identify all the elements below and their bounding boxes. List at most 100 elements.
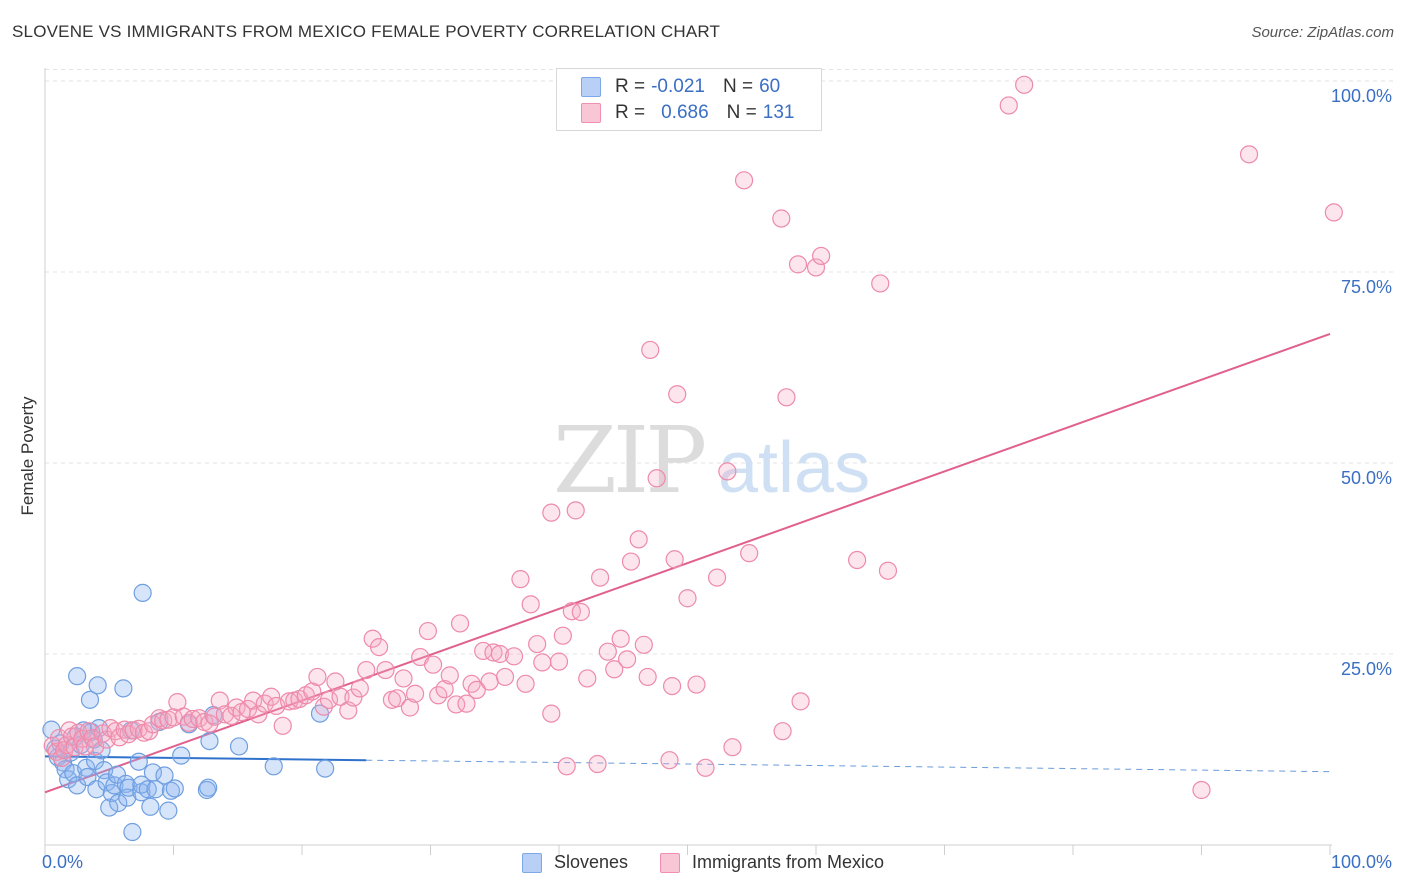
legend-swatch-slovenes — [581, 77, 601, 97]
data-point-mexico — [376, 660, 395, 680]
data-point-mexico — [542, 503, 561, 522]
data-point-mexico — [740, 544, 759, 563]
data-point-mexico — [387, 689, 407, 708]
mexico-points — [43, 75, 1343, 800]
data-point-mexico — [1192, 780, 1211, 800]
data-point-mexico — [484, 643, 503, 662]
data-point-mexico — [557, 757, 576, 776]
data-point-mexico — [668, 385, 687, 404]
data-point-slovenes — [114, 679, 133, 698]
x-tick-label-max: 100.0% — [1330, 852, 1392, 872]
data-point-slovenes — [100, 798, 119, 817]
data-point-slovenes — [80, 690, 100, 709]
data-point-mexico — [665, 550, 684, 569]
data-point-mexico — [1015, 75, 1034, 94]
data-point-mexico — [641, 340, 660, 360]
legend-swatch-mexico — [581, 103, 601, 123]
data-point-mexico — [255, 694, 274, 713]
y-tick-label-50: 50.0% — [1340, 468, 1392, 488]
data-point-slovenes — [264, 757, 283, 776]
data-point-mexico — [450, 614, 470, 633]
data-point-mexico — [647, 469, 666, 488]
data-point-mexico — [591, 568, 610, 587]
series-legend: Slovenes Immigrants from Mexico — [0, 852, 1406, 873]
data-point-mexico — [154, 711, 173, 730]
data-point-mexico — [871, 274, 890, 293]
data-point-slovenes — [129, 752, 148, 771]
data-point-mexico — [553, 626, 572, 645]
data-point-mexico — [678, 589, 697, 608]
data-point-mexico — [598, 642, 617, 661]
data-point-mexico — [634, 635, 653, 654]
data-point-mexico — [687, 675, 706, 694]
legend-swatch-slovenes — [521, 852, 542, 873]
data-point-mexico — [1324, 203, 1343, 222]
y-tick-label-25: 25.0% — [1340, 659, 1392, 679]
data-point-slovenes — [200, 731, 219, 751]
data-point-mexico — [447, 695, 466, 714]
data-point-mexico — [566, 501, 585, 520]
data-point-mexico — [578, 669, 597, 688]
legend-r-label: R = — [615, 76, 646, 97]
data-point-mexico — [319, 690, 339, 709]
y-tick-label-75: 75.0% — [1340, 277, 1392, 297]
data-point-slovenes — [199, 778, 218, 797]
data-point-mexico — [662, 676, 682, 696]
legend-row-slovenes: R = -0.021 N = 60 — [581, 74, 780, 100]
data-point-mexico — [660, 751, 679, 770]
data-point-mexico — [812, 246, 831, 266]
data-point-slovenes — [172, 746, 191, 765]
data-point-slovenes — [88, 676, 107, 695]
data-point-mexico — [457, 694, 476, 713]
data-point-slovenes — [133, 583, 152, 602]
data-point-mexico — [467, 680, 486, 700]
data-point-mexico — [405, 684, 425, 703]
data-point-mexico — [806, 258, 826, 277]
data-point-mexico — [528, 634, 547, 654]
data-point-mexico — [394, 669, 413, 688]
trend-line-slovenes-extrapolated — [366, 759, 1331, 773]
data-point-mexico — [1239, 145, 1259, 164]
data-point-mexico — [370, 638, 389, 657]
data-point-slovenes — [109, 793, 128, 813]
data-point-slovenes — [68, 667, 87, 686]
legend-swatch-mexico — [660, 852, 680, 873]
data-point-slovenes — [78, 767, 97, 787]
data-point-mexico — [638, 667, 657, 687]
data-point-mexico — [521, 595, 540, 614]
data-point-mexico — [344, 688, 363, 707]
data-point-mexico — [308, 667, 327, 687]
trend-line-slovenes — [44, 755, 367, 762]
data-point-mexico — [249, 705, 268, 724]
data-point-mexico — [533, 653, 552, 672]
data-point-mexico — [183, 709, 202, 729]
data-point-mexico — [848, 550, 867, 570]
data-point-slovenes — [316, 759, 335, 778]
data-point-slovenes — [159, 801, 178, 820]
data-point-mexico — [244, 691, 263, 710]
data-point-mexico — [549, 652, 569, 671]
data-point-mexico — [210, 691, 229, 710]
data-point-slovenes — [165, 779, 184, 798]
data-point-mexico — [878, 561, 898, 580]
data-point-mexico — [423, 655, 443, 674]
data-point-mexico — [734, 171, 754, 190]
data-point-mexico — [495, 667, 515, 687]
legend-r-label: R = — [615, 102, 646, 123]
data-point-slovenes — [77, 758, 96, 777]
data-point-mexico — [350, 679, 369, 698]
data-point-slovenes — [105, 776, 124, 795]
data-point-mexico — [696, 758, 715, 777]
watermark-atlas: atlas — [718, 428, 870, 508]
data-point-mexico — [611, 629, 630, 648]
y-tick-label-100: 100.0% — [1330, 86, 1392, 106]
data-point-mexico — [791, 692, 810, 711]
data-point-mexico — [788, 255, 808, 274]
legend-n-value: 60 — [759, 76, 781, 97]
data-point-slovenes — [87, 780, 106, 799]
data-point-mexico — [605, 660, 624, 679]
data-point-mexico — [440, 666, 459, 685]
y-axis-label: Female Poverty — [18, 396, 37, 516]
legend-item-slovenes: Slovenes — [521, 852, 628, 873]
